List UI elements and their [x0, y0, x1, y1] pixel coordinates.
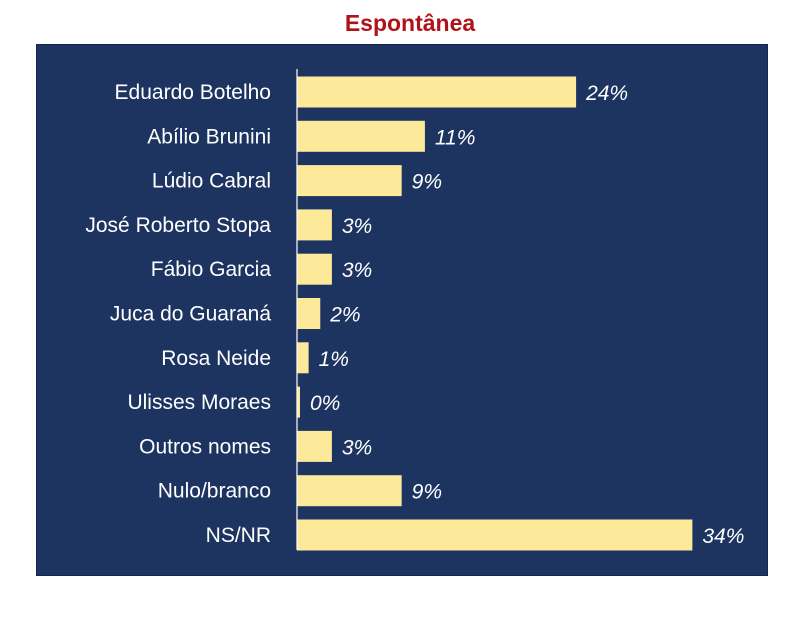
value-label: 11%	[435, 126, 475, 149]
category-label: Rosa Neide	[161, 347, 271, 370]
chart-panel: Eduardo Botelho 24% Abílio Brunini 11% Lúdio…	[36, 44, 768, 576]
bar	[297, 386, 300, 418]
value-label: 0%	[310, 392, 340, 415]
bar	[297, 165, 402, 197]
category-label: Ulisses Moraes	[127, 391, 271, 414]
category-label: NS/NR	[206, 524, 271, 547]
category-label: Eduardo Botelho	[115, 81, 271, 104]
value-label: 24%	[585, 82, 628, 105]
value-label: 34%	[702, 525, 744, 548]
category-label: Outros nomes	[139, 435, 271, 458]
bar	[297, 342, 309, 374]
category-label: José Roberto Stopa	[85, 214, 271, 237]
bar	[297, 209, 332, 241]
category-label: Nulo/branco	[158, 480, 271, 503]
value-label: 3%	[342, 215, 372, 238]
value-label: 3%	[342, 259, 372, 282]
bar	[297, 120, 425, 152]
category-label: Fábio Garcia	[151, 258, 272, 281]
bar	[297, 475, 402, 507]
value-label: 3%	[342, 436, 372, 459]
bar	[297, 76, 577, 108]
value-label: 1%	[319, 348, 349, 371]
value-label: 2%	[329, 304, 360, 327]
category-label: Lúdio Cabral	[152, 170, 271, 193]
category-label: Abílio Brunini	[147, 125, 271, 148]
chart-title: Espontânea	[344, 10, 476, 36]
value-label: 9%	[412, 171, 442, 194]
bar	[297, 298, 321, 329]
value-label: 9%	[412, 481, 442, 504]
category-label: Juca do Guaraná	[110, 303, 271, 326]
bar	[297, 430, 332, 462]
bar-chart: Eduardo Botelho 24% Abílio Brunini 11% Lúdio…	[85, 69, 744, 551]
bar	[297, 253, 332, 285]
bar	[297, 519, 693, 551]
